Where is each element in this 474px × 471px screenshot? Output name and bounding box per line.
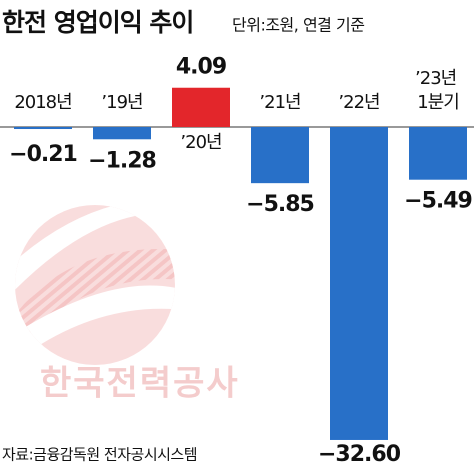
watermark-logo bbox=[15, 205, 175, 365]
value-label: −5.49 bbox=[404, 189, 472, 214]
chart-title: 한전 영업이익 추이 bbox=[2, 8, 193, 37]
bar bbox=[93, 127, 151, 140]
bar bbox=[251, 127, 309, 184]
bar bbox=[330, 127, 388, 440]
source: 자료:금융감독원 전자공시시스템 bbox=[2, 446, 197, 464]
value-label: −1.28 bbox=[88, 148, 156, 173]
x-tick-label: ’22년 bbox=[338, 92, 379, 113]
watermark-text: 한국전력공사 bbox=[40, 364, 240, 404]
bar bbox=[14, 127, 72, 130]
x-tick-label: 2018년 bbox=[14, 92, 71, 113]
x-tick-label: ’20년 bbox=[180, 132, 221, 153]
value-label: −5.85 bbox=[246, 192, 314, 217]
chart-subtitle: 단위:조원, 연결 기준 bbox=[232, 16, 364, 35]
bar bbox=[172, 87, 230, 127]
x-tick-label: ’21년 bbox=[259, 92, 300, 113]
x-tick-label: ’23년 1분기 bbox=[415, 68, 461, 113]
value-label: −32.60 bbox=[318, 442, 401, 467]
x-tick-label: ’19년 bbox=[101, 92, 142, 113]
bar bbox=[409, 127, 467, 180]
value-label: −0.21 bbox=[9, 142, 77, 167]
value-label: 4.09 bbox=[176, 55, 226, 80]
